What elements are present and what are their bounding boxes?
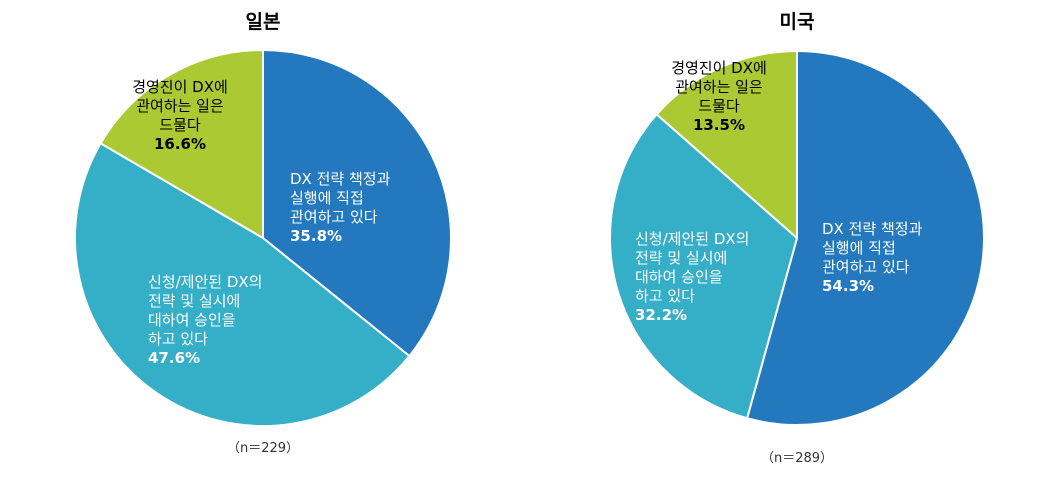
japan-label-executive-line: 실행에 직접 — [290, 189, 364, 207]
japan-value-label-rare: 16.6% — [154, 135, 206, 153]
japan-label-rare-line: 관여하는 일은 — [136, 97, 224, 115]
usa-value-label-rare: 13.5% — [693, 116, 745, 134]
japan-label-approval-line: 신청/제안된 DX의 — [148, 273, 262, 291]
usa-value-label-approval: 32.2% — [635, 306, 687, 324]
japan-label-executive-line: DX 전략 책정과 — [290, 170, 391, 188]
japan-slice-executive — [262, 49, 452, 358]
japan-label-rare-line: 드물다 — [159, 116, 201, 134]
japan-label-executive-line: 관여하고 있다 — [290, 208, 378, 226]
usa-label-approval-line: 신청/제안된 DX의 — [635, 230, 749, 248]
usa-slice-approval — [609, 113, 798, 420]
japan-label-approval-line: 전략 및 실시에 — [148, 292, 240, 310]
usa-chart-title: 미국 — [780, 11, 815, 33]
japan-slice-rare — [99, 49, 264, 239]
japan-slice-approval — [73, 142, 411, 428]
japan-value-label-executive: 35.8% — [290, 227, 342, 245]
japan-value-label-approval: 47.6% — [148, 349, 200, 367]
japan-sample-size: （n＝229） — [227, 441, 299, 456]
usa-label-executive-line: 실행에 직접 — [822, 239, 896, 257]
japan-label-rare-line: 경영진이 DX에 — [132, 78, 228, 96]
usa-label-approval-line: 대하여 승인을 — [635, 268, 723, 286]
usa-slices — [609, 50, 985, 426]
usa-label-rare-line: 관여하는 일은 — [675, 78, 763, 96]
japan-slices — [73, 49, 452, 428]
usa-label-executive-line: DX 전략 책정과 — [822, 220, 923, 238]
usa-label-approval-line: 하고 있다 — [635, 287, 695, 305]
japan-label-approval-line: 하고 있다 — [148, 330, 208, 348]
usa-slice-rare — [655, 50, 798, 239]
usa-value-label-executive: 54.3% — [822, 277, 874, 295]
usa-slice-executive — [746, 50, 985, 426]
usa-label-rare-line: 드물다 — [698, 97, 740, 115]
usa-label-rare-line: 경영진이 DX에 — [671, 59, 767, 77]
japan-chart-title: 일본 — [246, 11, 281, 33]
usa-label-executive-line: 관여하고 있다 — [822, 258, 910, 276]
usa-sample-size: （n＝289） — [761, 451, 833, 466]
usa-label-approval-line: 전략 및 실시에 — [635, 249, 727, 267]
japan-label-approval-line: 대하여 승인을 — [148, 311, 236, 329]
